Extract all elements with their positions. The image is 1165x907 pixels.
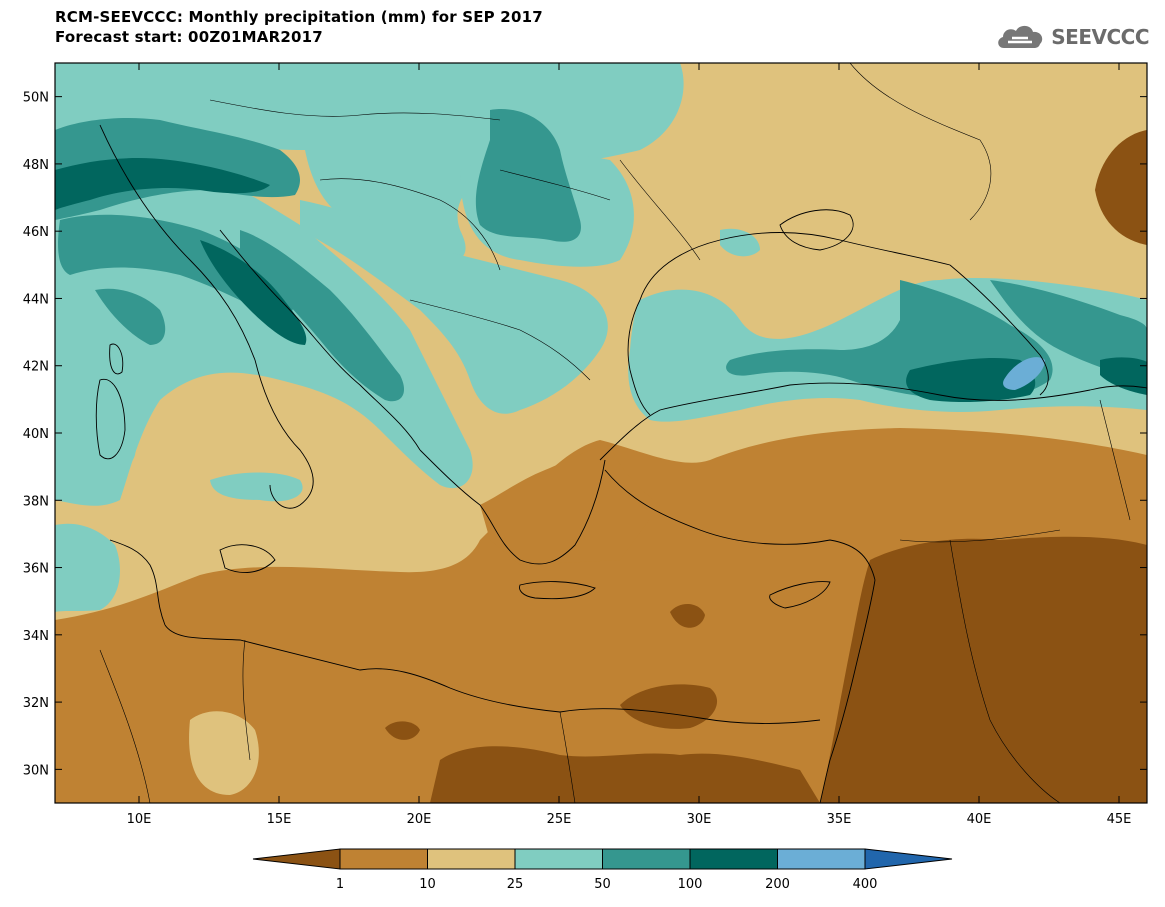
coast-italy: [99, 124, 314, 509]
lon-tick-label: 20E: [407, 812, 432, 827]
field-1-10-aegean: [480, 445, 660, 565]
lon-tick-label: 30E: [687, 812, 712, 827]
colorbar-label: 50: [594, 877, 611, 892]
field-100-200-alps: [55, 158, 270, 210]
border-4: [409, 299, 591, 381]
lat-tick-label: 42N: [23, 360, 49, 375]
seevccc-logo: SEEVCCC: [994, 22, 1149, 52]
lon-tick-label: 10E: [127, 812, 152, 827]
field-lt1-libya: [620, 684, 718, 729]
cloud-icon: [998, 25, 1043, 48]
lat-tick-label: 40N: [23, 427, 49, 442]
colorbar-segment: [777, 848, 866, 870]
border-5: [619, 159, 701, 261]
border-2: [319, 178, 501, 271]
coastlines: [95, 124, 1147, 803]
field-25-50-tyrrhenian: [210, 472, 303, 502]
coast-greece: [419, 449, 606, 565]
field-200-400-rize: [1003, 357, 1045, 390]
coast-blacksea-north: [639, 232, 951, 301]
colorbar-label: 400: [853, 877, 878, 892]
field-lt1-sirte: [385, 721, 420, 740]
border-7: [899, 529, 1061, 543]
lat-tick-label: 46N: [23, 225, 49, 240]
lat-tick-label: 50N: [23, 91, 49, 106]
coast-corsica: [109, 343, 124, 375]
border-6: [849, 63, 992, 221]
field-lt1-egypt: [430, 746, 820, 803]
field-100-200-caucasus: [906, 358, 1036, 403]
colorbar-segment: [339, 848, 428, 870]
latitude-axis: 50N 48N 46N 44N 42N 40N 38N 36N 34N 32N 30N: [23, 91, 1147, 778]
field-50-100-carpathians: [475, 109, 581, 242]
border-3: [499, 169, 611, 201]
coast-crimea: [779, 209, 854, 251]
colorbar: 1 10 25 50 100 200 400: [252, 848, 953, 892]
colorbar-segment: [602, 848, 691, 870]
field-50-100-italy-c: [95, 288, 166, 345]
colorbar-label: 200: [765, 877, 790, 892]
border-10: [242, 639, 251, 761]
field-25-50-north: [55, 63, 684, 265]
field-100-200-caspian: [1100, 357, 1147, 395]
border-1: [209, 99, 501, 121]
lat-tick-label: 38N: [23, 494, 49, 509]
coast-cyprus: [769, 581, 831, 609]
lon-tick-label: 35E: [827, 812, 852, 827]
colorbar-label: 10: [419, 877, 436, 892]
coast-sardinia: [95, 378, 126, 460]
lat-tick-label: 32N: [23, 696, 49, 711]
logo-text: SEEVCCC: [1051, 25, 1149, 49]
colorbar-segment: [427, 848, 516, 870]
lon-tick-label: 40E: [967, 812, 992, 827]
coast-blacksea-west: [627, 299, 651, 416]
forecast-start: Forecast start: 00Z01MAR2017: [55, 28, 323, 46]
border-11: [1099, 399, 1131, 521]
coast-adriatic-east: [219, 229, 421, 451]
field-25-50-balkans: [300, 200, 608, 414]
precipitation-field: [55, 63, 1147, 803]
colorbar-segment: [514, 848, 603, 870]
colorbar-arrow-low: [252, 848, 341, 870]
coast-blacksea-east: [949, 264, 1049, 396]
border-9: [559, 711, 576, 803]
lon-tick-label: 45E: [1107, 812, 1132, 827]
border-12: [99, 649, 151, 803]
colorbar-label: 25: [507, 877, 524, 892]
field-lt1-cyprus-s: [670, 604, 705, 628]
coast-turkey: [599, 382, 1147, 461]
coast-sicily: [219, 544, 276, 573]
coast-levant: [819, 579, 876, 803]
coast-crete: [519, 581, 596, 600]
colorbar-arrow-high: [864, 848, 953, 870]
map-title: RCM-SEEVCCC: Monthly precipitation (mm) …: [55, 8, 543, 26]
lat-tick-label: 30N: [23, 763, 49, 778]
field-25-50-sardinia: [115, 419, 137, 467]
coast-tunisia: [109, 539, 166, 626]
coast-africa: [164, 624, 821, 724]
colorbar-label: 100: [678, 877, 703, 892]
lon-tick-label: 25E: [547, 812, 572, 827]
field-50-100-caucasus-n: [990, 280, 1147, 380]
border-8: [949, 539, 1061, 803]
field-25-50-spain: [55, 523, 120, 612]
lat-tick-label: 48N: [23, 158, 49, 173]
lat-tick-label: 34N: [23, 629, 49, 644]
lat-tick-label: 36N: [23, 562, 49, 577]
coast-turkey-south: [604, 469, 876, 581]
field-25-50-azov: [720, 228, 760, 257]
field-10-25-libya-patch: [189, 711, 259, 795]
field-lt1-mideast: [820, 536, 1147, 803]
colorbar-segment: [689, 848, 778, 870]
lon-tick-label: 15E: [267, 812, 292, 827]
lat-tick-label: 44N: [23, 292, 49, 307]
field-100-200-dinarides: [200, 240, 307, 345]
colorbar-label: 1: [336, 877, 344, 892]
field-lt1-anatolia-e: [1095, 130, 1147, 245]
field-50-100-adriatic: [240, 230, 405, 402]
longitude-axis: 10E 15E 20E 25E 30E 35E 40E 45E: [127, 63, 1132, 827]
borders: [99, 63, 1131, 803]
